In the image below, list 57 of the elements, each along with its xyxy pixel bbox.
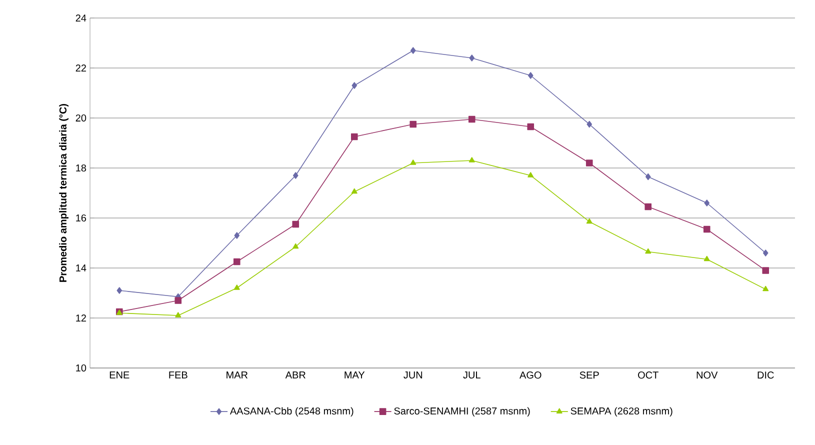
legend-label: SEMAPA (2628 msnm) xyxy=(570,407,672,417)
y-tick-label: 18 xyxy=(76,164,86,172)
point xyxy=(410,47,416,54)
x-tick-label: MAR xyxy=(226,372,248,378)
point xyxy=(234,284,240,290)
point xyxy=(468,116,476,123)
point xyxy=(350,133,358,140)
point xyxy=(410,160,416,165)
point xyxy=(528,72,534,79)
point xyxy=(645,173,651,180)
point xyxy=(762,250,768,256)
y-tick-label: 14 xyxy=(76,264,86,272)
point xyxy=(762,286,769,292)
point xyxy=(586,120,592,128)
point xyxy=(704,200,710,206)
legend-label: Sarco-SENAMHI (2587 msnm) xyxy=(394,407,530,417)
point xyxy=(234,232,240,239)
point xyxy=(528,172,534,178)
point xyxy=(644,203,652,210)
point xyxy=(233,258,240,266)
point xyxy=(469,54,475,62)
point xyxy=(586,160,593,166)
y-axis-title: Promedio amplitud termica diaria (°C) xyxy=(59,104,68,282)
point xyxy=(351,188,358,194)
point xyxy=(762,267,770,274)
legend-label: AASANA-Cbb (2548 msnm) xyxy=(230,407,354,417)
y-tick-label: 24 xyxy=(76,14,86,22)
point xyxy=(292,243,299,249)
point xyxy=(352,82,358,89)
x-tick-label: JUL xyxy=(463,372,480,378)
point xyxy=(468,157,475,162)
point xyxy=(292,220,300,228)
point xyxy=(704,256,710,262)
y-tick-label: 10 xyxy=(76,364,86,372)
y-tick-label: 12 xyxy=(76,314,86,322)
point xyxy=(527,123,534,130)
y-tick-label: 20 xyxy=(76,114,86,122)
point xyxy=(174,297,182,304)
x-tick-label: SEP xyxy=(580,372,599,379)
x-tick-label: DIC xyxy=(758,372,774,379)
x-tick-label: OCT xyxy=(638,372,658,379)
x-tick-label: ENE xyxy=(110,372,130,378)
y-tick-label: 22 xyxy=(76,64,86,72)
point xyxy=(645,248,652,254)
x-tick-label: JUN xyxy=(404,372,422,378)
point xyxy=(703,226,710,233)
x-tick-label: MAY xyxy=(344,372,365,378)
x-tick-label: FEB xyxy=(169,372,188,378)
point xyxy=(410,120,417,128)
x-tick-label: AGO xyxy=(520,372,542,379)
point xyxy=(586,218,592,224)
point xyxy=(292,172,298,179)
point xyxy=(175,312,182,318)
point xyxy=(116,287,122,294)
y-tick-label: 16 xyxy=(76,214,86,222)
x-tick-label: NOV xyxy=(696,372,718,379)
x-tick-label: ABR xyxy=(285,372,306,378)
